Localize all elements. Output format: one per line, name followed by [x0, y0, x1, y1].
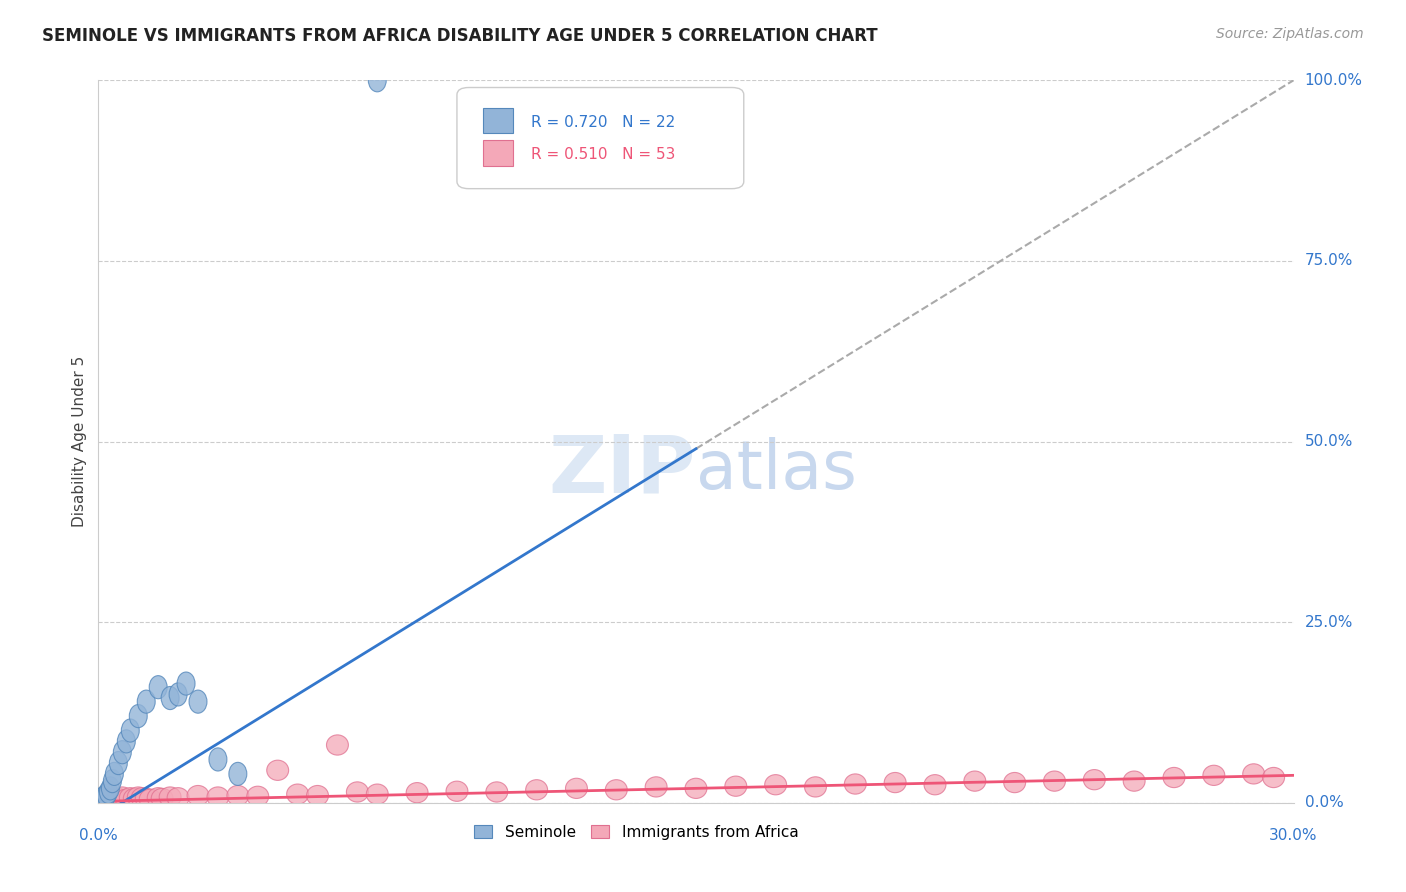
Ellipse shape	[111, 787, 134, 807]
Text: 30.0%: 30.0%	[1270, 828, 1317, 843]
Ellipse shape	[1004, 772, 1025, 793]
Ellipse shape	[167, 788, 188, 808]
Ellipse shape	[965, 771, 986, 791]
Ellipse shape	[1123, 771, 1144, 791]
Ellipse shape	[93, 788, 111, 811]
Ellipse shape	[526, 780, 547, 800]
Ellipse shape	[93, 789, 115, 810]
FancyBboxPatch shape	[484, 140, 513, 166]
Ellipse shape	[91, 789, 110, 813]
Ellipse shape	[229, 763, 247, 786]
Ellipse shape	[188, 690, 207, 714]
Ellipse shape	[96, 786, 114, 808]
Text: 50.0%: 50.0%	[1305, 434, 1353, 449]
Ellipse shape	[107, 789, 129, 808]
Ellipse shape	[346, 782, 368, 802]
Ellipse shape	[120, 788, 141, 808]
Ellipse shape	[104, 770, 121, 793]
Ellipse shape	[1043, 771, 1066, 791]
Ellipse shape	[804, 777, 827, 797]
Ellipse shape	[135, 789, 157, 808]
Text: 0.0%: 0.0%	[79, 828, 118, 843]
Ellipse shape	[1163, 767, 1185, 788]
Ellipse shape	[97, 789, 120, 808]
Text: R = 0.510   N = 53: R = 0.510 N = 53	[531, 147, 675, 162]
Ellipse shape	[152, 789, 173, 808]
Ellipse shape	[96, 789, 117, 809]
Text: atlas: atlas	[696, 437, 856, 503]
FancyBboxPatch shape	[457, 87, 744, 189]
Ellipse shape	[97, 784, 115, 807]
Ellipse shape	[226, 786, 249, 805]
Ellipse shape	[90, 791, 111, 812]
Ellipse shape	[148, 788, 169, 808]
Ellipse shape	[207, 787, 229, 807]
Ellipse shape	[1263, 767, 1285, 788]
Ellipse shape	[368, 69, 387, 92]
Ellipse shape	[91, 790, 114, 811]
Ellipse shape	[486, 782, 508, 802]
Ellipse shape	[606, 780, 627, 800]
Ellipse shape	[114, 740, 131, 764]
Ellipse shape	[685, 778, 707, 798]
Ellipse shape	[287, 784, 308, 805]
Text: 0.0%: 0.0%	[1305, 796, 1343, 810]
Ellipse shape	[105, 763, 124, 786]
Text: R = 0.720   N = 22: R = 0.720 N = 22	[531, 115, 675, 129]
Ellipse shape	[765, 774, 786, 795]
Ellipse shape	[115, 789, 138, 809]
Text: 25.0%: 25.0%	[1305, 615, 1353, 630]
Ellipse shape	[267, 760, 288, 780]
Ellipse shape	[924, 774, 946, 795]
Ellipse shape	[100, 789, 121, 809]
Ellipse shape	[367, 784, 388, 805]
Ellipse shape	[884, 772, 905, 793]
Legend: Seminole, Immigrants from Africa: Seminole, Immigrants from Africa	[468, 819, 804, 846]
Ellipse shape	[139, 789, 162, 809]
Text: Source: ZipAtlas.com: Source: ZipAtlas.com	[1216, 27, 1364, 41]
Ellipse shape	[104, 788, 125, 808]
Ellipse shape	[121, 719, 139, 742]
Ellipse shape	[149, 675, 167, 698]
Ellipse shape	[138, 690, 155, 714]
Ellipse shape	[845, 774, 866, 794]
Text: SEMINOLE VS IMMIGRANTS FROM AFRICA DISABILITY AGE UNDER 5 CORRELATION CHART: SEMINOLE VS IMMIGRANTS FROM AFRICA DISAB…	[42, 27, 877, 45]
Ellipse shape	[645, 777, 666, 797]
Ellipse shape	[129, 705, 148, 728]
Text: 100.0%: 100.0%	[1305, 73, 1362, 87]
Ellipse shape	[1243, 764, 1264, 784]
Ellipse shape	[162, 687, 179, 710]
Ellipse shape	[159, 787, 181, 807]
Ellipse shape	[209, 747, 226, 771]
Ellipse shape	[446, 781, 468, 801]
Ellipse shape	[124, 789, 145, 808]
Ellipse shape	[177, 672, 195, 695]
Ellipse shape	[101, 777, 120, 800]
Ellipse shape	[117, 730, 135, 753]
FancyBboxPatch shape	[484, 108, 513, 133]
Ellipse shape	[1084, 770, 1105, 789]
Ellipse shape	[169, 683, 187, 706]
Ellipse shape	[131, 788, 153, 808]
Ellipse shape	[247, 786, 269, 806]
Ellipse shape	[187, 786, 209, 805]
Ellipse shape	[725, 776, 747, 797]
Ellipse shape	[100, 780, 117, 804]
Text: 75.0%: 75.0%	[1305, 253, 1353, 268]
Y-axis label: Disability Age Under 5: Disability Age Under 5	[72, 356, 87, 527]
Ellipse shape	[307, 786, 329, 805]
Text: ZIP: ZIP	[548, 432, 696, 509]
Ellipse shape	[565, 778, 588, 798]
Ellipse shape	[1204, 765, 1225, 786]
Ellipse shape	[128, 787, 149, 807]
Ellipse shape	[110, 751, 128, 774]
Ellipse shape	[406, 782, 427, 803]
Ellipse shape	[326, 735, 349, 756]
